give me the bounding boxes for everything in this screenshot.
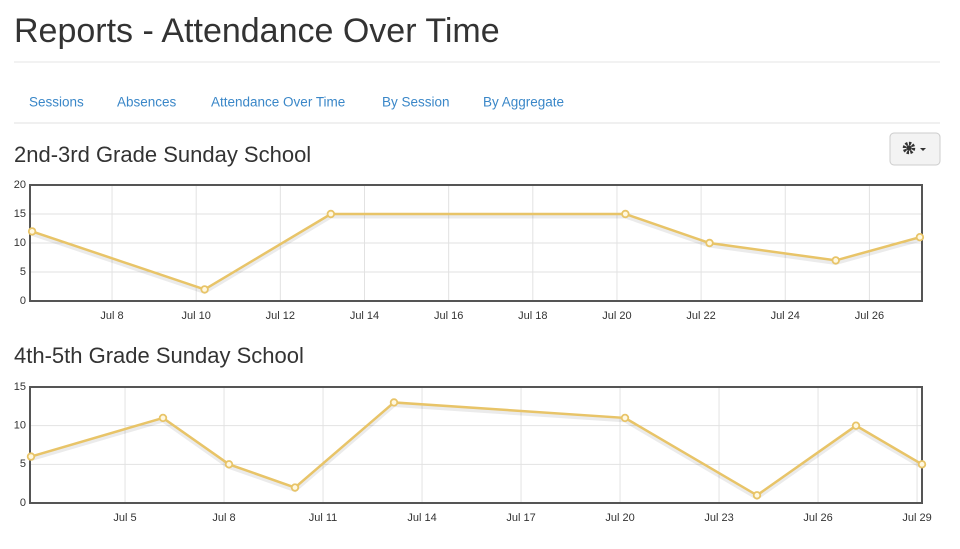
x-tick-label: Jul 8 [212,512,235,524]
y-tick-label: 10 [14,237,26,249]
y-tick-label: 5 [20,266,26,278]
x-tick-label: Jul 11 [309,512,338,524]
x-tick-label: Jul 16 [434,310,463,322]
data-point [200,285,209,294]
x-tick-label: Jul 17 [506,512,535,524]
settings-button[interactable] [889,132,941,166]
x-tick-label: Jul 29 [902,512,931,524]
x-tick-label: Jul 18 [518,310,547,322]
data-point [831,256,840,265]
x-tick-label: Jul 24 [771,310,800,322]
x-tick-label: Jul 26 [803,512,832,524]
data-point [620,413,630,423]
tab[interactable]: Sessions [29,95,84,110]
y-tick-label: 15 [14,381,26,393]
gear-icon [906,145,912,151]
x-tick-label: Jul 23 [704,512,733,524]
x-tick-label: Jul 14 [350,310,379,322]
x-tick-label: Jul 20 [605,512,634,524]
y-tick-label: 15 [14,208,26,220]
y-tick-label: 10 [14,420,26,432]
data-point [389,398,399,407]
caret [920,148,926,151]
x-tick-label: Jul 12 [266,310,295,322]
tab[interactable]: By Aggregate [483,95,564,110]
data-point [915,232,925,242]
x-tick-label: Jul 22 [686,310,715,322]
x-tick-label: Jul 10 [182,310,211,322]
data-point [705,238,714,248]
tab[interactable]: Absences [117,95,177,110]
tab[interactable]: Attendance Over Time [211,95,345,110]
chart-title: 2nd-3rd Grade Sunday School [14,142,311,167]
data-point [621,209,630,219]
y-tick-label: 5 [20,458,26,470]
gear-icon [902,141,916,155]
x-tick-label: Jul 8 [100,310,123,322]
x-tick-label: Jul 14 [407,512,436,524]
data-point [326,209,336,219]
data-point [290,483,300,492]
data-point [158,413,168,423]
plot-frame [29,386,923,504]
page-title: Reports - Attendance Over Time [14,12,500,50]
chart-title: 4th-5th Grade Sunday School [14,343,304,368]
data-point [917,460,927,469]
data-point [851,421,861,430]
y-tick-label: 0 [20,497,26,509]
x-tick-label: Jul 5 [113,512,136,524]
data-point [752,491,762,500]
x-tick-label: Jul 26 [855,310,884,322]
data-point [27,227,37,236]
data-point [224,460,234,469]
x-tick-label: Jul 20 [602,310,631,322]
data-point [26,452,36,461]
plot-frame [29,184,923,302]
y-tick-label: 20 [14,179,26,191]
y-tick-label: 0 [20,295,26,307]
tab[interactable]: By Session [382,95,450,110]
